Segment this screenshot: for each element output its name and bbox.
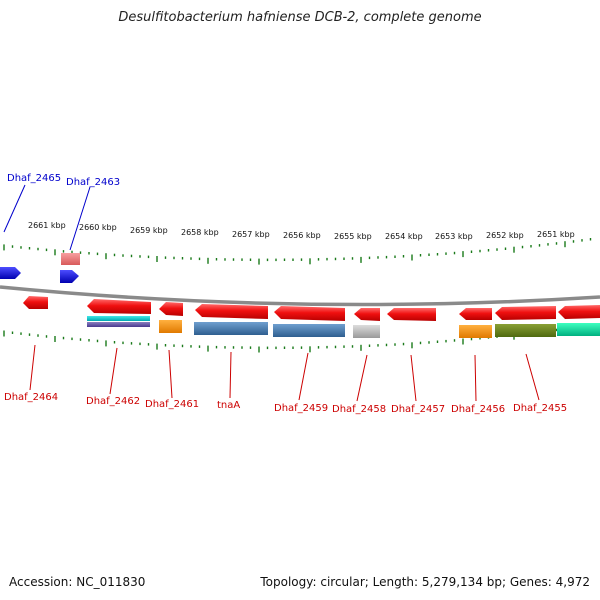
gene-dhaf-2455-olive[interactable] xyxy=(495,324,556,337)
gene-dhaf-2457[interactable] xyxy=(387,308,436,321)
gene-label[interactable]: Dhaf_2465 xyxy=(7,173,61,184)
genome-title: Desulfitobacterium hafniense DCB-2, comp… xyxy=(118,10,482,25)
gene-dhaf-2463-blue[interactable] xyxy=(60,270,79,283)
gene-label[interactable]: tnaA xyxy=(217,400,240,411)
gene-label[interactable]: Dhaf_2463 xyxy=(66,177,120,188)
gene-dhaf-2464[interactable] xyxy=(23,296,48,309)
leader-tnaA xyxy=(229,351,232,399)
ruler-label: 2660 kbp xyxy=(79,223,117,232)
genome-backbone xyxy=(0,285,600,307)
leader-dhaf-2462 xyxy=(109,347,118,395)
gene-partial-right[interactable] xyxy=(558,305,600,319)
gene-label[interactable]: Dhaf_2456 xyxy=(451,404,505,415)
gene-dhaf-2461-orange[interactable] xyxy=(159,320,182,333)
bottom-strand-genes xyxy=(23,296,600,338)
leader-dhaf-2459 xyxy=(298,352,309,401)
leader-dhaf-2458 xyxy=(356,354,368,402)
leader-dhaf-2464 xyxy=(29,344,36,391)
gene-dhaf-2458-grey[interactable] xyxy=(353,325,380,338)
ruler-label: 2661 kbp xyxy=(28,221,66,230)
gene-label[interactable]: Dhaf_2455 xyxy=(513,403,567,414)
ruler-labels: 2661 kbp 2660 kbp 2659 kbp 2658 kbp 2657… xyxy=(28,221,575,241)
ruler-label: 2658 kbp xyxy=(181,228,219,237)
leader-dhaf-2463 xyxy=(69,186,91,251)
leader-dhaf-2461 xyxy=(168,349,173,399)
gene-dhaf-2456[interactable] xyxy=(459,308,492,320)
gene-dhaf-2462[interactable] xyxy=(87,299,151,314)
gene-label[interactable]: Dhaf_2459 xyxy=(274,403,328,414)
leader-dhaf-2456 xyxy=(474,354,477,402)
genome-summary-text: Topology: circular; Length: 5,279,134 bp… xyxy=(260,575,590,589)
gene-dhaf-2459[interactable] xyxy=(274,306,345,321)
gene-partial-right-teal[interactable] xyxy=(557,323,600,336)
gene-tnaA-steel[interactable] xyxy=(194,322,268,335)
gene-dhaf-2459-steel[interactable] xyxy=(273,324,345,337)
ruler-label: 2659 kbp xyxy=(130,226,168,235)
gene-dhaf-2461[interactable] xyxy=(159,302,183,316)
gene-dhaf-2463-pink[interactable] xyxy=(61,253,80,265)
ruler-label: 2651 kbp xyxy=(537,230,575,239)
gene-dhaf-2462-purple[interactable] xyxy=(87,322,150,327)
ruler-label: 2652 kbp xyxy=(486,231,524,240)
gene-labels: Dhaf_2465 Dhaf_2463 Dhaf_2464 Dhaf_2462 … xyxy=(4,173,567,415)
leader-dhaf-2465 xyxy=(3,184,26,233)
gene-label[interactable]: Dhaf_2464 xyxy=(4,392,58,403)
accession-text: Accession: NC_011830 xyxy=(9,575,146,589)
ruler-label: 2653 kbp xyxy=(435,232,473,241)
gene-tnaA[interactable] xyxy=(195,304,268,319)
gene-dhaf-2456-orange[interactable] xyxy=(459,325,492,338)
leader-lines xyxy=(3,184,540,402)
gene-dhaf-2465[interactable] xyxy=(0,267,21,279)
gene-label[interactable]: Dhaf_2461 xyxy=(145,399,199,410)
gene-label[interactable]: Dhaf_2458 xyxy=(332,404,386,415)
ruler-label: 2655 kbp xyxy=(334,232,372,241)
gene-dhaf-2458[interactable] xyxy=(354,308,380,321)
top-strand-genes xyxy=(0,253,80,283)
gene-label[interactable]: Dhaf_2462 xyxy=(86,396,140,407)
leader-dhaf-2455 xyxy=(525,353,540,401)
ruler-label: 2654 kbp xyxy=(385,232,423,241)
gene-label[interactable]: Dhaf_2457 xyxy=(391,404,445,415)
outer-ruler-ticks xyxy=(3,238,592,265)
gene-dhaf-2455[interactable] xyxy=(495,306,556,320)
leader-dhaf-2457 xyxy=(410,354,417,402)
gene-dhaf-2462-cyan[interactable] xyxy=(87,316,150,321)
ruler-label: 2657 kbp xyxy=(232,230,270,239)
ruler-label: 2656 kbp xyxy=(283,231,321,240)
